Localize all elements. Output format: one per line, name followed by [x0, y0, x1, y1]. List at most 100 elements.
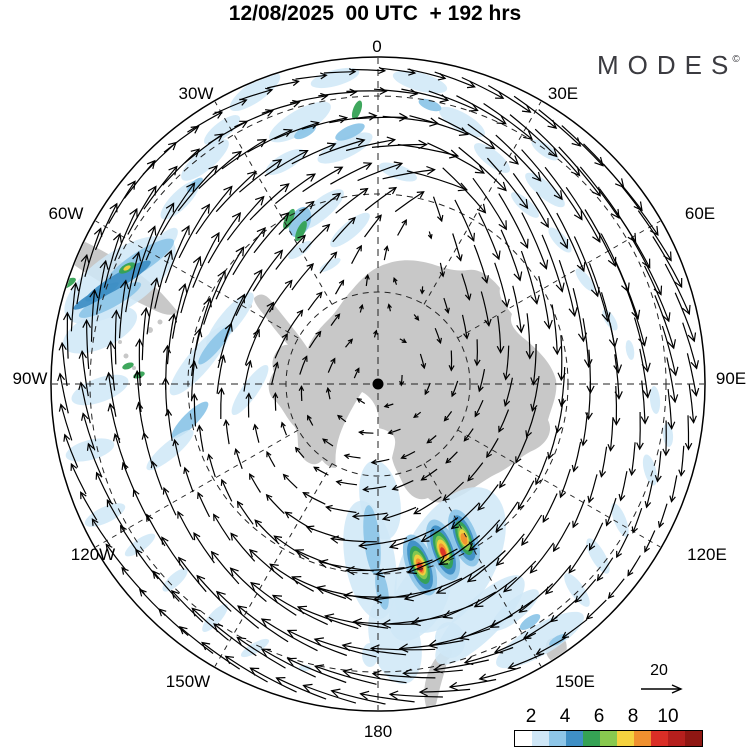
wind-arrowhead	[316, 291, 323, 299]
wind-arrowhead	[467, 474, 474, 482]
wind-arrowhead	[296, 309, 304, 317]
wind-arrowhead	[612, 417, 621, 426]
island-speck	[123, 353, 129, 359]
wind-arrow	[523, 616, 558, 640]
wind-arrow	[474, 576, 517, 608]
shading-blob	[122, 362, 134, 370]
wind-arrowhead	[362, 485, 370, 493]
wind-arrow	[174, 439, 182, 467]
wind-arrowhead	[438, 556, 449, 566]
shading-blob	[662, 423, 674, 447]
wind-arrow	[244, 329, 260, 365]
wind-arrowhead	[468, 103, 479, 112]
wind-arrowhead	[78, 350, 88, 359]
wind-arrowhead	[393, 161, 404, 170]
wind-arrow	[666, 357, 676, 403]
wind-arrowhead	[448, 149, 460, 159]
wind-arrow	[216, 591, 260, 629]
wind-arrow	[538, 276, 550, 329]
wind-arrowhead	[338, 115, 349, 124]
wind-arrow	[503, 560, 537, 593]
wind-arrow	[82, 413, 96, 451]
wind-arrow	[517, 480, 535, 510]
wind-arrow	[606, 497, 617, 526]
wind-arrowhead	[297, 234, 307, 244]
wind-arrow	[573, 441, 582, 472]
colorbar-segment-2	[549, 731, 566, 746]
wind-arrowhead	[302, 355, 308, 362]
wind-arrowhead	[388, 690, 399, 700]
wind-arrowhead	[371, 669, 382, 680]
wind-arrowhead	[571, 464, 579, 473]
wind-arrow	[138, 402, 146, 438]
wind-arrowhead	[332, 192, 342, 201]
wind-arrow	[573, 236, 599, 297]
wind-arrowhead	[458, 127, 470, 136]
wind-arrowhead	[248, 548, 258, 558]
wind-arrow	[451, 380, 459, 397]
wind-vector-field	[57, 66, 700, 705]
wind-arrow	[382, 615, 447, 625]
wind-arrow	[64, 434, 79, 468]
wind-arrow	[553, 522, 571, 552]
wind-arrowhead	[616, 550, 623, 559]
wind-arrow	[276, 677, 327, 700]
wind-arrowhead	[642, 389, 652, 399]
wind-arrow	[512, 173, 549, 228]
wind-arrow	[588, 263, 609, 322]
wind-arrow	[434, 71, 475, 88]
colorbar-segment-6	[617, 731, 634, 746]
wind-arrowhead	[105, 543, 113, 552]
wind-arrow	[467, 550, 506, 583]
wind-arrowhead	[574, 595, 582, 604]
wind-arrow	[323, 71, 356, 74]
wind-arrowhead	[576, 262, 586, 273]
wind-arrow	[584, 209, 616, 267]
wind-arrow	[538, 109, 581, 147]
wind-arrowhead	[501, 298, 510, 308]
wind-arrow	[608, 578, 625, 599]
wind-arrow	[195, 298, 211, 351]
wind-arrowhead	[191, 607, 201, 617]
wind-arrowhead	[436, 214, 444, 223]
wind-arrow	[353, 512, 388, 517]
colorbar-tick-10: 10	[657, 706, 679, 727]
wind-arrowhead	[448, 681, 458, 691]
wind-arrow	[254, 519, 280, 545]
wind-arrow	[274, 333, 288, 359]
wind-arrow	[332, 217, 356, 243]
wind-arrowhead	[633, 201, 643, 212]
wind-arrowhead	[388, 186, 398, 195]
wind-arrowhead	[236, 293, 246, 304]
shading-blob	[439, 106, 485, 138]
wind-arrow	[278, 201, 315, 235]
wind-arrow	[192, 232, 220, 288]
wind-arrowhead	[669, 495, 676, 503]
wind-arrow	[252, 250, 283, 292]
wind-arrowhead	[313, 664, 325, 674]
wind-arrowhead	[283, 128, 293, 137]
wind-arrowhead	[684, 442, 693, 451]
wind-arrow	[560, 335, 563, 381]
shading-blob	[649, 386, 661, 414]
wind-arrow	[373, 88, 418, 95]
wind-arrow	[336, 481, 358, 486]
wind-arrowhead	[193, 531, 201, 541]
wind-arrow	[467, 462, 484, 481]
wind-arrowhead	[334, 313, 341, 320]
wind-arrow	[220, 388, 223, 420]
wind-arrowhead	[530, 377, 539, 386]
wind-arrowhead	[80, 491, 87, 500]
wind-arrowhead	[481, 275, 489, 284]
wind-arrowhead	[178, 282, 188, 294]
wind-arrow	[364, 187, 397, 211]
wind-arrow	[261, 648, 316, 678]
wind-arrowhead	[636, 442, 644, 451]
wind-arrowhead	[613, 364, 623, 374]
wind-arrow	[495, 134, 542, 182]
shading-blob	[375, 570, 389, 610]
wind-arrow	[133, 226, 156, 287]
wind-arrowhead	[547, 147, 558, 158]
wind-arrowhead	[189, 360, 198, 369]
wind-arrow	[597, 557, 614, 581]
